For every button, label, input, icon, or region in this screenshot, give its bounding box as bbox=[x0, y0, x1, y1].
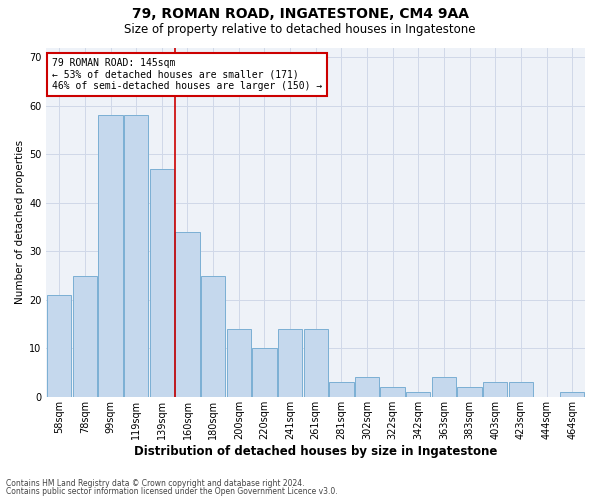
Bar bbox=[124, 116, 148, 397]
Bar bbox=[175, 232, 200, 397]
Bar bbox=[329, 382, 353, 397]
Bar bbox=[509, 382, 533, 397]
Bar bbox=[380, 387, 405, 397]
Bar bbox=[432, 378, 456, 397]
Text: Contains public sector information licensed under the Open Government Licence v3: Contains public sector information licen… bbox=[6, 487, 338, 496]
Bar bbox=[278, 329, 302, 397]
Bar bbox=[560, 392, 584, 397]
X-axis label: Distribution of detached houses by size in Ingatestone: Distribution of detached houses by size … bbox=[134, 444, 497, 458]
Text: Size of property relative to detached houses in Ingatestone: Size of property relative to detached ho… bbox=[124, 22, 476, 36]
Text: 79 ROMAN ROAD: 145sqm
← 53% of detached houses are smaller (171)
46% of semi-det: 79 ROMAN ROAD: 145sqm ← 53% of detached … bbox=[52, 58, 322, 91]
Bar bbox=[149, 169, 174, 397]
Bar bbox=[73, 276, 97, 397]
Bar bbox=[355, 378, 379, 397]
Bar bbox=[98, 116, 123, 397]
Bar bbox=[406, 392, 430, 397]
Bar bbox=[304, 329, 328, 397]
Bar bbox=[252, 348, 277, 397]
Text: 79, ROMAN ROAD, INGATESTONE, CM4 9AA: 79, ROMAN ROAD, INGATESTONE, CM4 9AA bbox=[131, 8, 469, 22]
Bar bbox=[227, 329, 251, 397]
Bar bbox=[47, 295, 71, 397]
Bar bbox=[457, 387, 482, 397]
Y-axis label: Number of detached properties: Number of detached properties bbox=[15, 140, 25, 304]
Text: Contains HM Land Registry data © Crown copyright and database right 2024.: Contains HM Land Registry data © Crown c… bbox=[6, 478, 305, 488]
Bar bbox=[483, 382, 508, 397]
Bar bbox=[201, 276, 225, 397]
